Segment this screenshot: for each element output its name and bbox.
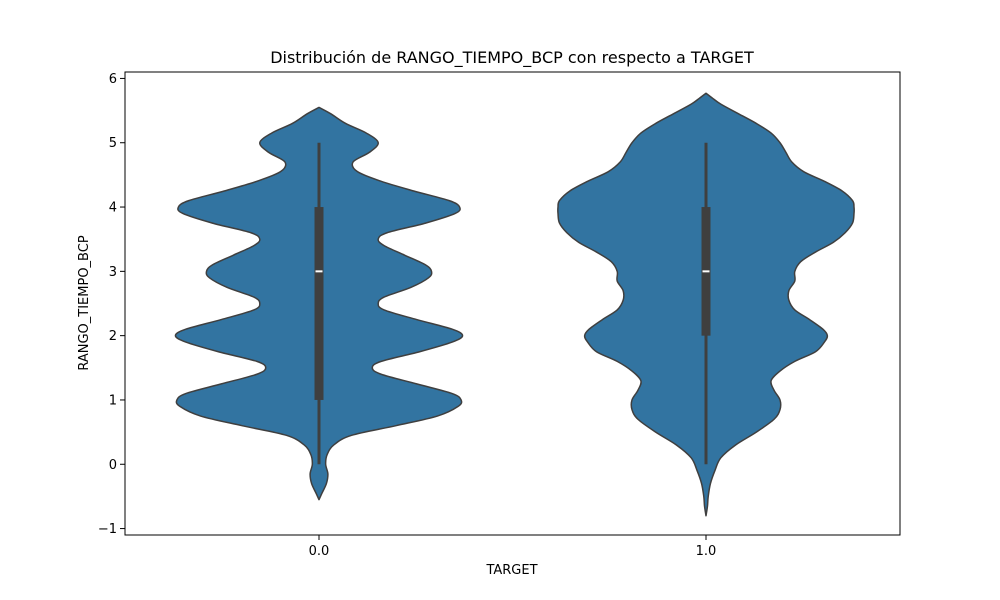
y-tick-label: 0 xyxy=(109,458,117,473)
y-tick-label: 6 xyxy=(109,72,117,87)
violin-0.0 xyxy=(174,106,464,501)
y-tick-label: 5 xyxy=(109,136,117,151)
x-axis-label: TARGET xyxy=(485,563,537,578)
violins-layer xyxy=(174,92,855,517)
y-axis: −1 0 1 2 3 4 5 6 xyxy=(98,72,125,537)
y-tick-label: 4 xyxy=(109,201,117,216)
violin-1.0 xyxy=(557,92,855,517)
y-tick-label: 3 xyxy=(109,265,117,280)
x-tick-label: 0.0 xyxy=(309,544,330,559)
y-axis-label: RANGO_TIEMPO_BCP xyxy=(77,235,92,370)
plot-area-frame xyxy=(124,71,901,536)
violin-iqr-box xyxy=(314,207,324,400)
x-tick-label: 1.0 xyxy=(696,544,717,559)
y-tick-label: 2 xyxy=(109,329,117,344)
x-axis: 0.0 1.0 xyxy=(309,535,717,559)
y-tick-label: −1 xyxy=(98,522,117,537)
chart-title: Distribución de RANGO_TIEMPO_BCP con res… xyxy=(270,48,754,68)
y-tick-label: 1 xyxy=(109,393,117,408)
